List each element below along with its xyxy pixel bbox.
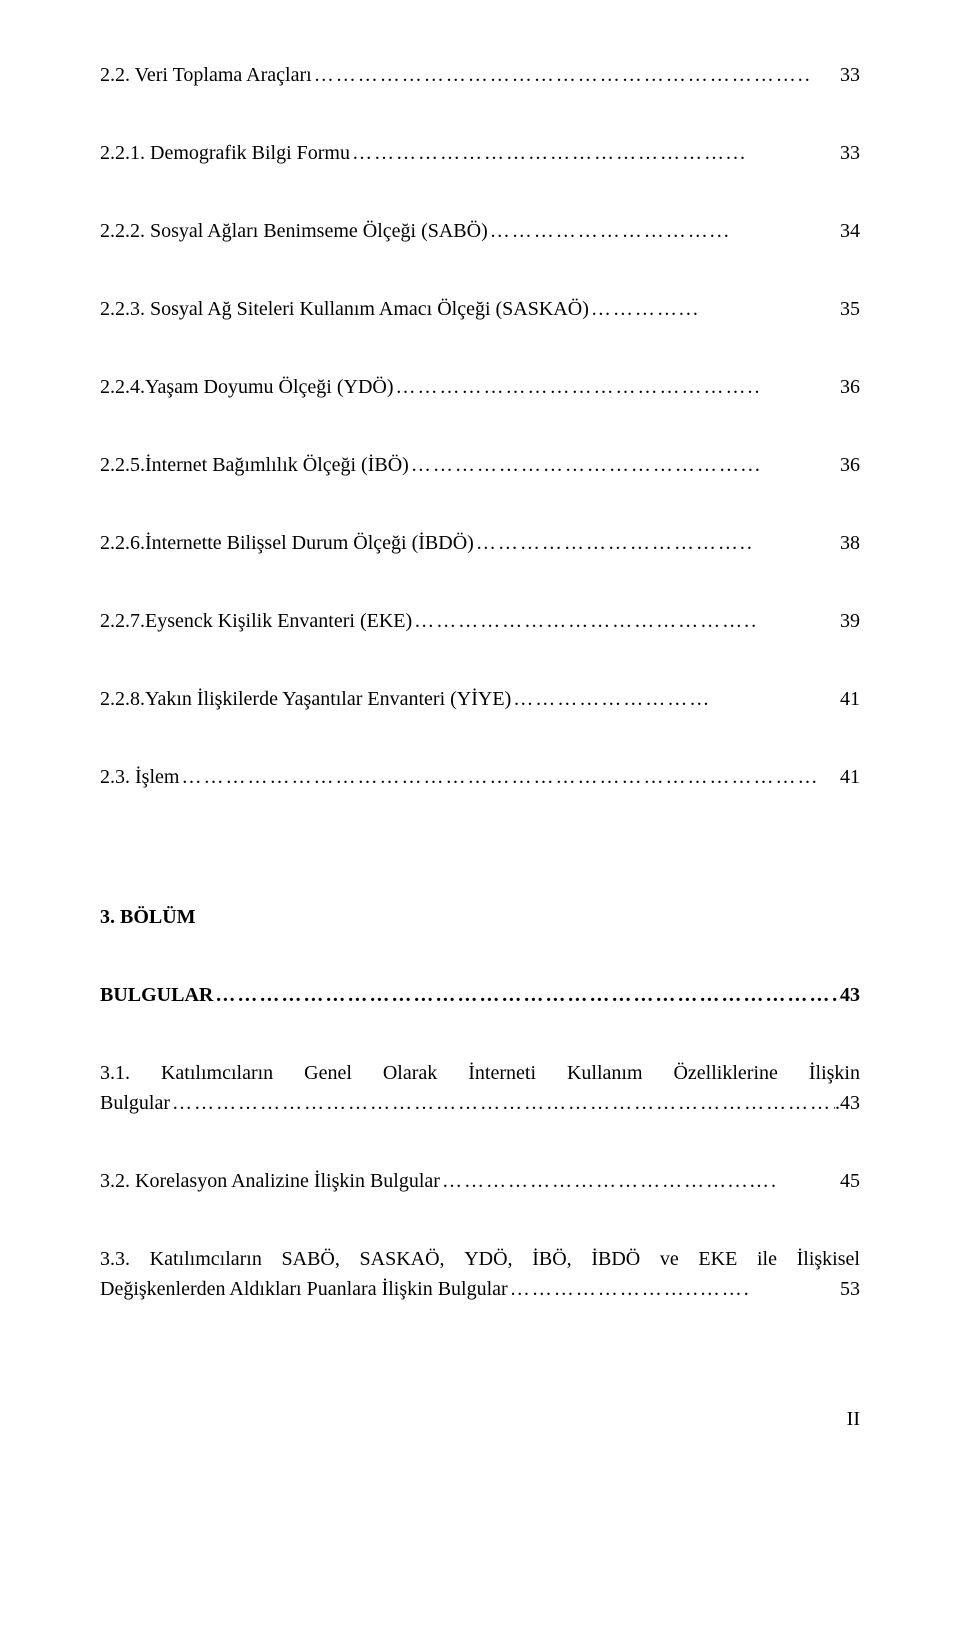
word: SASKAÖ, xyxy=(360,1244,445,1274)
toc-label: 2.3. İşlem xyxy=(100,762,179,792)
dot-leader: ………………………………………………………………………………….. xyxy=(213,980,840,1010)
dot-leader: …………………………... xyxy=(488,216,840,246)
word: EKE xyxy=(698,1244,737,1274)
toc-page: 45 xyxy=(840,1166,860,1196)
toc-label: 3.2. Korelasyon Analizine İlişkin Bulgul… xyxy=(100,1166,440,1196)
word: 3.3. xyxy=(100,1244,130,1274)
toc-label: 2.2.7.Eysenck Kişilik Envanteri (EKE) xyxy=(100,606,412,636)
toc-entry-multiline: 3.3. Katılımcıların SABÖ, SASKAÖ, YDÖ, İBÖ, İB… xyxy=(100,1244,860,1304)
toc-page: 41 xyxy=(840,762,860,792)
toc-entry: 2.2. Veri Toplama Araçları……………………………………… xyxy=(100,60,860,90)
toc-page: 33 xyxy=(840,138,860,168)
word: İlişkisel xyxy=(797,1244,860,1274)
heading-label: BULGULAR xyxy=(100,980,213,1010)
toc-entry: 2.2.4.Yaşam Doyumu Ölçeği (YDÖ)………………………… xyxy=(100,372,860,402)
section-heading: BULGULAR …………………………………………………………………………………… xyxy=(100,980,860,1010)
dot-leader: ………………………………………….. xyxy=(394,372,841,402)
toc-entry-multiline: 3.1. Katılımcıların Genel Olarak İnterneti Ku… xyxy=(100,1058,860,1118)
dot-leader: ……………………………………………... xyxy=(350,138,840,168)
toc-label: 2.2.1. Demografik Bilgi Formu xyxy=(100,138,350,168)
dot-leader: ………………………………………………………….. xyxy=(312,60,840,90)
toc-page: 35 xyxy=(840,294,860,324)
dot-leader: …………... xyxy=(589,294,840,324)
word: İBDÖ xyxy=(591,1244,640,1274)
toc-entry: 2.2.1. Demografik Bilgi Formu……………………………… xyxy=(100,138,860,168)
word: Katılımcıların xyxy=(161,1058,273,1088)
toc-entry: 2.2.2. Sosyal Ağları Benimseme Ölçeği (S… xyxy=(100,216,860,246)
word: İnterneti xyxy=(468,1058,536,1088)
dot-leader: ……………………..……. xyxy=(508,1274,840,1304)
chapter-title: 3. BÖLÜM xyxy=(100,902,860,932)
toc-page: 41 xyxy=(840,684,860,714)
toc-page: 33 xyxy=(840,60,860,90)
toc-entry: 2.3. İşlem……………………………………………………………………………4… xyxy=(100,762,860,792)
toc-label: 2.2.4.Yaşam Doyumu Ölçeği (YDÖ) xyxy=(100,372,394,402)
word: SABÖ, xyxy=(282,1244,340,1274)
dot-leader: …………………………………………………………………………… xyxy=(179,762,840,792)
toc-tail-line: Bulgular …………………………………………………………………………………… xyxy=(100,1088,860,1118)
toc-label: 2.2.8.Yakın İlişkilerde Yaşantılar Envan… xyxy=(100,684,511,714)
word: YDÖ, xyxy=(464,1244,512,1274)
dot-leader: ……………………………….. xyxy=(474,528,840,558)
word: ile xyxy=(757,1244,777,1274)
toc-entry: 2.2.8.Yakın İlişkilerde Yaşantılar Envan… xyxy=(100,684,860,714)
toc-label: 2.2.2. Sosyal Ağları Benimseme Ölçeği (S… xyxy=(100,216,488,246)
word: İlişkin xyxy=(809,1058,860,1088)
toc-tail-line: Değişkenlerden Aldıkları Puanlara İlişki… xyxy=(100,1274,860,1304)
toc-list: 2.2. Veri Toplama Araçları……………………………………… xyxy=(100,60,860,792)
justified-line: 3.3. Katılımcıların SABÖ, SASKAÖ, YDÖ, İBÖ, İB… xyxy=(100,1244,860,1274)
dot-leader: …………………………………...…. xyxy=(440,1166,840,1196)
toc-page: 39 xyxy=(840,606,860,636)
word: İBÖ, xyxy=(532,1244,571,1274)
dot-leader: ……………………………………………………………………………………….. xyxy=(170,1088,835,1118)
word: Genel xyxy=(304,1058,352,1088)
toc-label: 2.2.3. Sosyal Ağ Siteleri Kullanım Amacı… xyxy=(100,294,589,324)
toc-page: 34 xyxy=(840,216,860,246)
dot-leader: ………………………………………... xyxy=(409,450,840,480)
toc-entry: 3.2. Korelasyon Analizine İlişkin Bulgul… xyxy=(100,1166,860,1196)
dot-leader: ……………………… xyxy=(511,684,840,714)
heading-page: 43 xyxy=(840,980,860,1010)
toc-entry: 2.2.5.İnternet Bağımlılık Ölçeği (İBÖ)……… xyxy=(100,450,860,480)
toc-label: 2.2. Veri Toplama Araçları xyxy=(100,60,312,90)
toc-entry: 2.2.6.İnternette Bilişsel Durum Ölçeği (… xyxy=(100,528,860,558)
page-number: II xyxy=(100,1404,860,1434)
word: Olarak xyxy=(383,1058,437,1088)
word: Katılımcıların xyxy=(150,1244,262,1274)
word: 3.1. xyxy=(100,1058,130,1088)
toc-page: 38 xyxy=(840,528,860,558)
toc-label: Değişkenlerden Aldıkları Puanlara İlişki… xyxy=(100,1274,508,1304)
word: Özelliklerine xyxy=(673,1058,777,1088)
toc-page: 36 xyxy=(840,450,860,480)
toc-entry: 2.2.3. Sosyal Ağ Siteleri Kullanım Amacı… xyxy=(100,294,860,324)
toc-label: 2.2.6.İnternette Bilişsel Durum Ölçeği (… xyxy=(100,528,474,558)
word: ve xyxy=(660,1244,679,1274)
word: Kullanım xyxy=(567,1058,643,1088)
toc-page: 53 xyxy=(840,1274,860,1304)
justified-line: 3.1. Katılımcıların Genel Olarak İnterneti Ku… xyxy=(100,1058,860,1088)
toc-entry: 2.2.7.Eysenck Kişilik Envanteri (EKE)………… xyxy=(100,606,860,636)
toc-page: .43 xyxy=(835,1088,860,1118)
toc-label: 2.2.5.İnternet Bağımlılık Ölçeği (İBÖ) xyxy=(100,450,409,480)
toc-label: Bulgular xyxy=(100,1088,170,1118)
dot-leader: ……………………………………….. xyxy=(412,606,840,636)
toc-page: 36 xyxy=(840,372,860,402)
